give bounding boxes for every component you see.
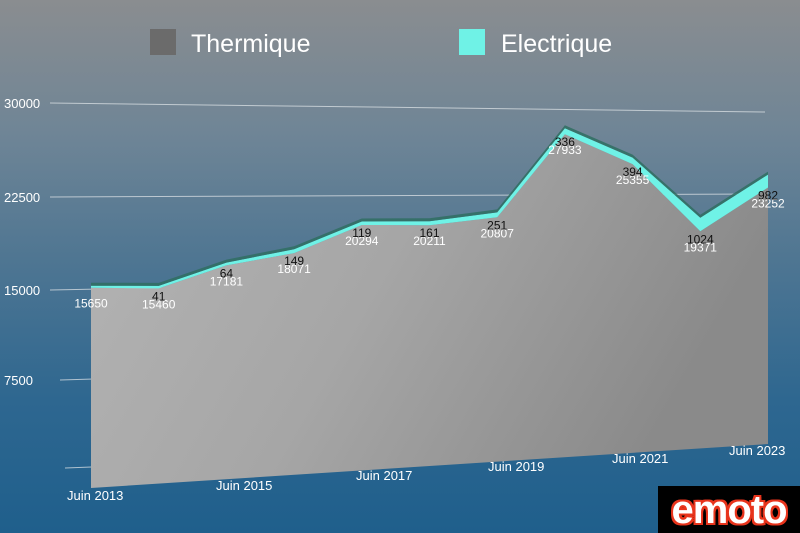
x-tick-label: Juin 2021 [612, 451, 668, 466]
data-label-electrique: 41 [152, 289, 166, 303]
data-label-electrique: 161 [419, 226, 439, 240]
x-axis-ticks: Juin 2013 Juin 2015 Juin 2017 Juin 2019 … [67, 443, 785, 503]
legend-label-electrique: Electrique [501, 30, 612, 58]
y-tick-label: 30000 [4, 96, 40, 111]
data-label-thermique: 15460 [142, 297, 176, 311]
y-tick-label: 7500 [4, 373, 33, 388]
legend-label-thermique: Thermique [191, 30, 311, 58]
y-tick-label: 15000 [4, 283, 40, 298]
data-label-electrique: 149 [284, 254, 304, 268]
data-label-electrique: 119 [352, 226, 371, 240]
data-label-thermique: 15650 [74, 297, 108, 311]
data-label-thermique: 25355 [616, 173, 650, 187]
data-label-thermique: 17181 [210, 274, 244, 288]
data-label-thermique: 18071 [277, 262, 311, 276]
x-tick-label: Juin 2023 [729, 443, 785, 458]
data-label-thermique: 27933 [548, 143, 582, 157]
brand-logo-text: emoto [671, 487, 788, 532]
data-label-thermique: 20211 [413, 234, 446, 248]
x-tick-label: Juin 2015 [216, 478, 272, 493]
x-tick-label: Juin 2017 [356, 468, 412, 483]
data-label-thermique: 20807 [481, 226, 515, 240]
data-label-thermique: 19371 [684, 240, 718, 254]
legend: Thermique Electrique [150, 29, 612, 58]
y-axis-ticks: 30000 22500 15000 7500 [4, 96, 40, 388]
data-label-electrique: 394 [623, 165, 643, 179]
data-label-electrique: 64 [220, 266, 234, 280]
plot-area [91, 125, 768, 488]
data-label-electrique: 251 [487, 218, 507, 232]
data-label-electrique: 1024 [687, 232, 714, 246]
legend-swatch-electrique [459, 29, 485, 55]
data-label-thermique: 23252 [751, 197, 785, 211]
brand-logo: emoto [658, 486, 800, 533]
x-tick-label: Juin 2019 [488, 459, 544, 474]
data-label-electrique: 336 [555, 135, 575, 149]
gridline [49, 102, 766, 113]
legend-swatch-thermique [150, 29, 176, 55]
data-label-electrique: 982 [758, 189, 778, 203]
y-tick-label: 22500 [4, 190, 40, 205]
x-tick-label: Juin 2013 [67, 488, 123, 503]
data-label-thermique: 20294 [345, 234, 379, 248]
series-area-thermique [91, 134, 768, 488]
